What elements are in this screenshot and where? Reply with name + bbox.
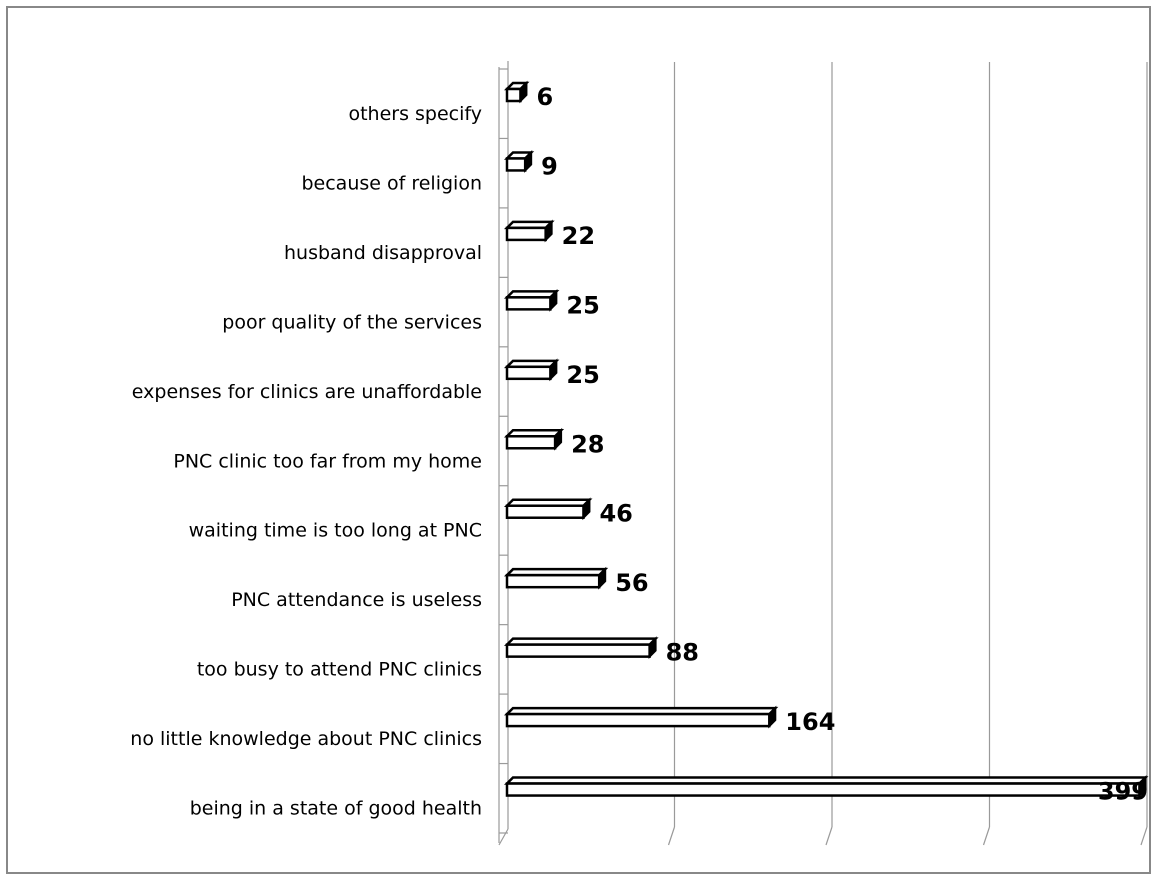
data-label: 56 — [615, 569, 648, 597]
category-label: husband disapproval — [284, 242, 482, 264]
gridline-foot-400 — [1140, 826, 1148, 846]
bar-group — [503, 358, 560, 382]
gridline-foot-200 — [825, 826, 833, 846]
bar-group — [503, 288, 560, 312]
data-label: 88 — [666, 639, 699, 667]
data-label: 25 — [566, 291, 599, 319]
data-label: 9 — [541, 152, 558, 180]
data-label: 25 — [566, 361, 599, 389]
bar — [505, 435, 557, 450]
bar — [505, 504, 585, 519]
bar — [505, 157, 527, 172]
bar-group — [503, 80, 530, 104]
labels: 6 others specify 9 because of religion 22 hus… — [130, 83, 1148, 820]
bar — [505, 296, 552, 311]
category-label: being in a state of good health — [190, 798, 482, 820]
category-label: no little knowledge about PNC clinics — [130, 728, 482, 750]
category-label: expenses for clinics are unaffordable — [132, 381, 482, 403]
bar — [505, 226, 547, 242]
bar-group — [503, 566, 609, 590]
category-label: others specify — [348, 103, 482, 125]
bar — [505, 712, 771, 728]
data-label: 399 — [1098, 778, 1148, 806]
bar-group — [503, 219, 555, 243]
data-label: 22 — [562, 222, 595, 250]
category-label: because of religion — [301, 172, 482, 194]
data-label: 6 — [536, 83, 553, 111]
chart-border — [6, 6, 1151, 874]
data-label: 164 — [785, 708, 835, 736]
bars — [503, 80, 1149, 798]
bar — [505, 782, 1141, 797]
category-label: waiting time is too long at PNC — [189, 520, 482, 542]
bar — [505, 643, 651, 658]
bar-group — [503, 427, 565, 451]
bar-group — [503, 150, 535, 173]
data-label: 28 — [571, 430, 604, 458]
bar-group — [503, 705, 779, 729]
category-label: poor quality of the services — [222, 311, 482, 333]
bar-group — [503, 636, 659, 660]
axis-foot — [498, 828, 509, 846]
bar-group — [503, 775, 1149, 798]
data-label: 46 — [599, 500, 632, 528]
category-label: PNC clinic too far from my home — [173, 450, 482, 472]
bar — [505, 365, 552, 381]
bar — [505, 573, 601, 589]
category-label: PNC attendance is useless — [231, 589, 482, 611]
gridlines — [667, 62, 1148, 846]
gridline-foot-100 — [667, 826, 676, 846]
gridline-foot-300 — [982, 826, 991, 846]
category-label: too busy to attend PNC clinics — [197, 659, 482, 681]
bar — [505, 87, 522, 103]
bar-group — [503, 497, 593, 521]
